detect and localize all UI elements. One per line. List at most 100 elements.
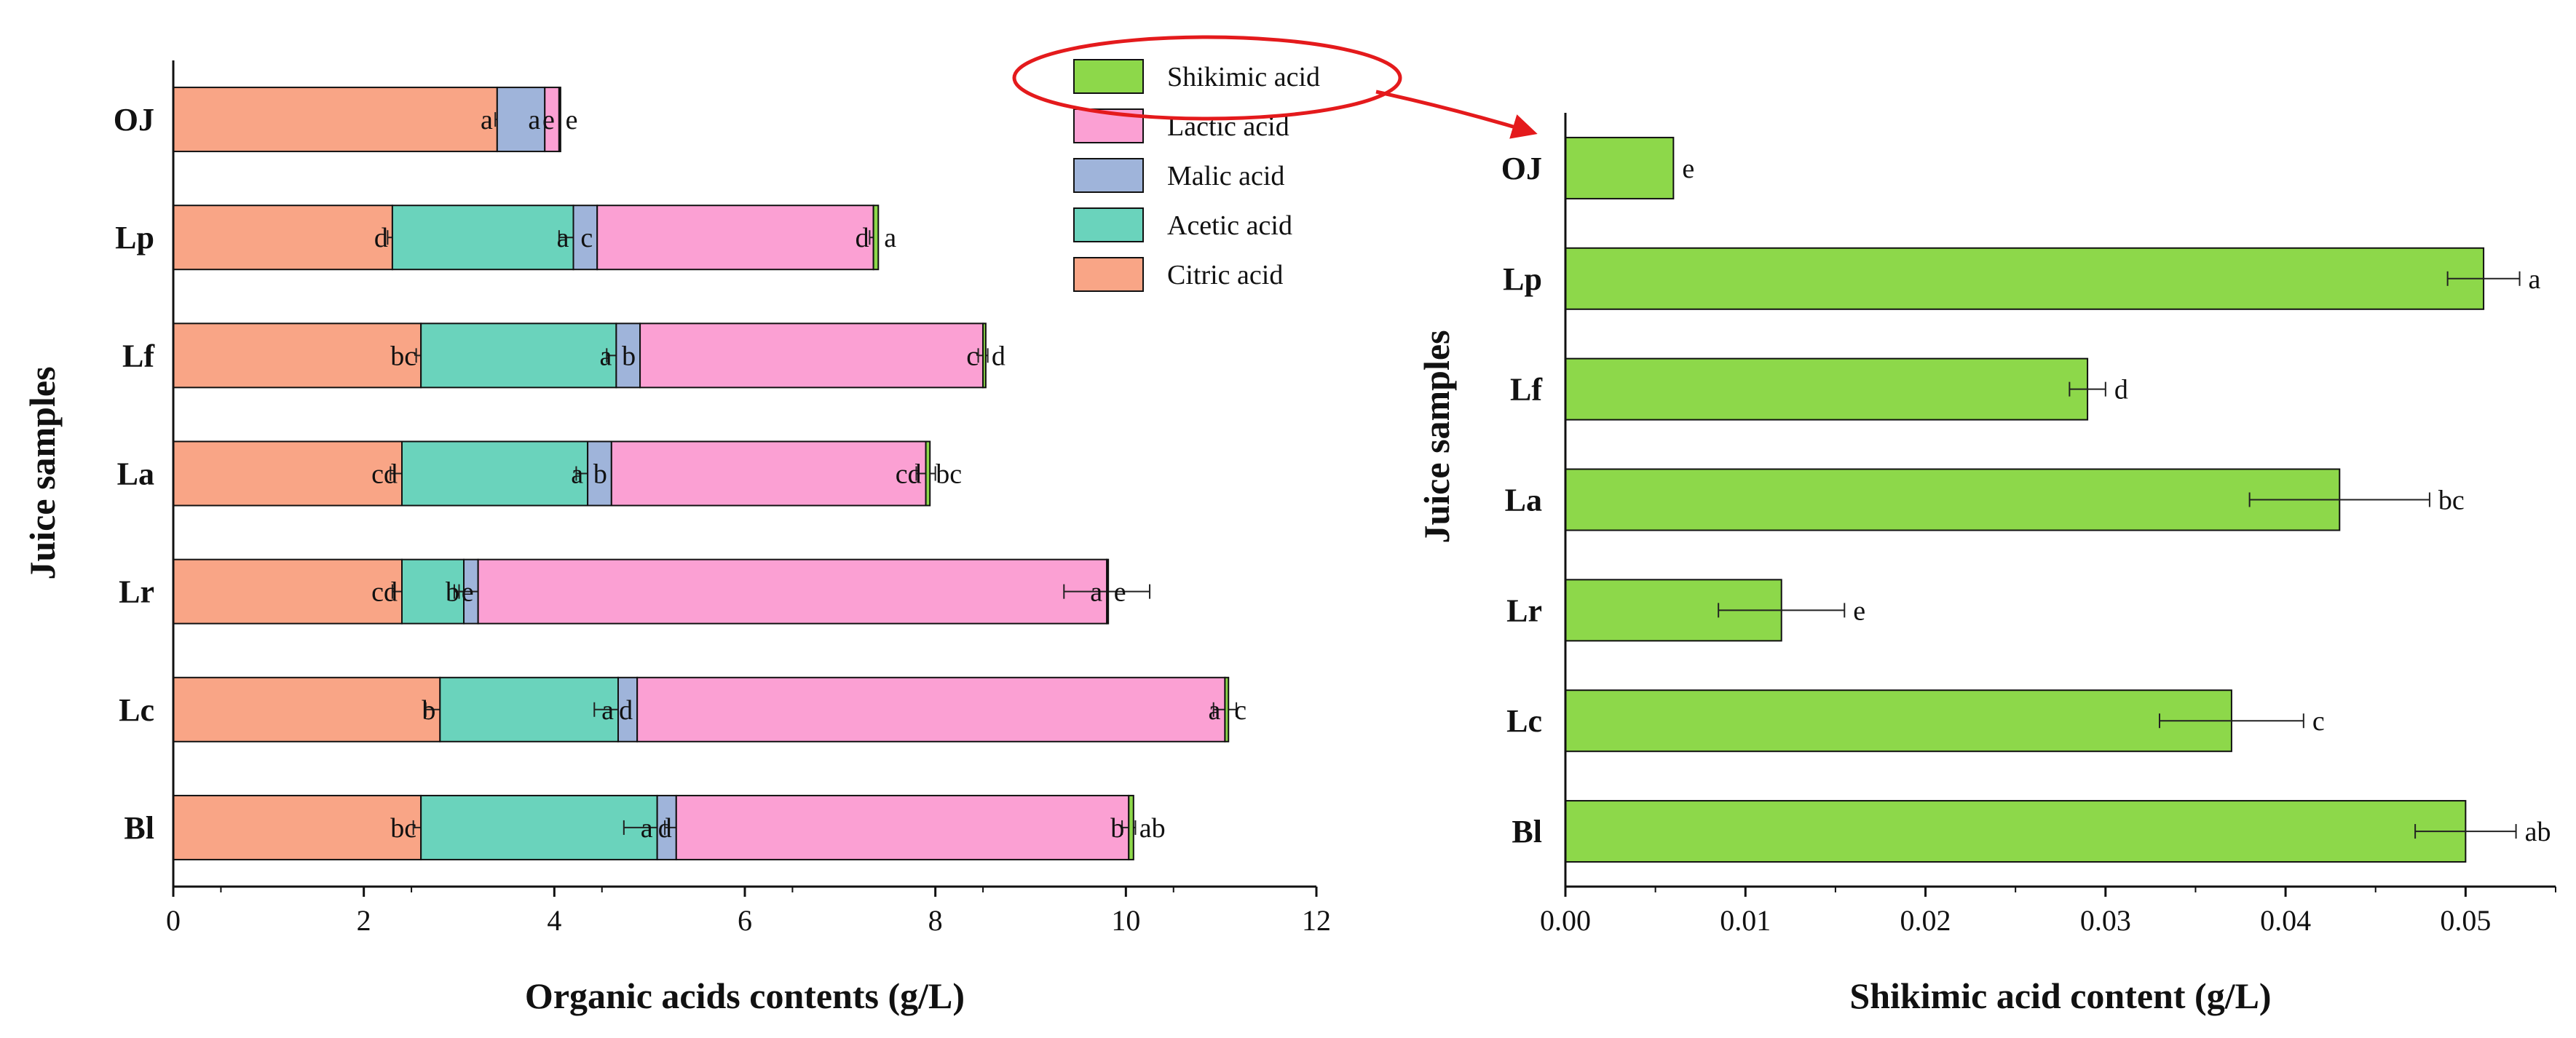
bar-segment-lactic-acid-Lc [636, 676, 1226, 742]
right-chart: e a d bc e c ab 0.00 0.01 0.02 0.03 0.04 0.05 OJ Lp L… [1416, 113, 2556, 1016]
right-bars [1565, 136, 2521, 863]
stacked-bar-La [173, 440, 936, 507]
significance-letter: d [992, 341, 1005, 371]
shikimic-bar-Lf [1565, 357, 2089, 421]
category-label-Bl: Bl [1512, 814, 1542, 849]
bar-segment-malic-acid-Lf [615, 322, 641, 389]
bar-segment-citric-acid-Lf [173, 322, 422, 389]
significance-letter-Lf: d [2114, 375, 2128, 405]
bar-segment-lactic-acid-La [610, 440, 927, 507]
stacked-bar-Lr [173, 558, 1151, 625]
category-label-Lc: Lc [119, 692, 154, 728]
bar-segment-acetic-acid-Lp [391, 205, 574, 271]
bar-segment-acetic-acid-Lc [439, 676, 619, 742]
significance-letter: c [1234, 695, 1246, 726]
bar-segment-lactic-acid-Lf [639, 322, 984, 389]
right-y-axis-title: Juice samples [1416, 330, 1457, 543]
bar-segment-lactic-acid-Bl [675, 794, 1130, 860]
significance-letter: a [481, 105, 493, 135]
significance-letter: d [374, 223, 388, 253]
category-label-Lp: Lp [115, 220, 154, 255]
significance-letter: ab [1139, 813, 1166, 844]
bar-segment-shikimic-acid-Bl [1128, 794, 1134, 860]
x-tick-label: 8 [928, 904, 943, 937]
bar-segment-shikimic-acid-Lc [1224, 676, 1230, 742]
bar-segment-citric-acid-Lr [173, 558, 403, 625]
x-tick-label: 2 [357, 904, 371, 937]
stacked-bar-Bl [173, 794, 1137, 860]
bar-segment-acetic-acid-Lr [401, 558, 465, 625]
legend-highlight-ellipse [1012, 35, 1402, 121]
bar-segment-shikimic-acid-La [925, 440, 931, 507]
bar-segment-shikimic-acid-Lp [872, 205, 880, 271]
left-category-labels: OJ Lp Lf La Lr Lc Bl [114, 102, 156, 846]
significance-letter: d [619, 695, 633, 726]
x-tick-label: 6 [738, 904, 752, 937]
legend-swatch-citric-acid [1073, 257, 1144, 292]
significance-letter: b [593, 459, 607, 490]
bar-segment-malic-acid-La [587, 440, 612, 507]
significance-letter-Lc: c [2312, 706, 2325, 737]
category-label-OJ: OJ [1501, 151, 1542, 186]
x-tick-label: 0.04 [2260, 904, 2311, 937]
significance-letter: bc [390, 341, 416, 371]
bar-segment-citric-acid-OJ [173, 87, 498, 153]
significance-letter-La: bc [2438, 486, 2465, 516]
category-label-La: La [117, 456, 154, 492]
left-x-ticks: 0 2 4 6 8 10 12 [166, 887, 1331, 937]
significance-letter: a [601, 695, 614, 726]
highlight-arrow [1375, 90, 1538, 139]
x-tick-label: 0.01 [1720, 904, 1771, 937]
bar-segment-acetic-acid-Lf [420, 322, 617, 389]
legend-label-malic-acid: Malic acid [1167, 161, 1284, 191]
x-tick-label: 0 [166, 904, 181, 937]
x-tick-label: 4 [547, 904, 561, 937]
significance-letter: e [542, 105, 555, 135]
x-tick-label: 0.03 [2080, 904, 2131, 937]
category-label-OJ: OJ [114, 102, 154, 138]
significance-letter: a [600, 341, 612, 371]
significance-letter: cd [896, 459, 922, 490]
bar-segment-lactic-acid-Lr [477, 558, 1108, 625]
significance-letter: c [580, 223, 593, 253]
significance-letter: b [446, 577, 459, 608]
bar-segment-citric-acid-La [173, 440, 403, 507]
bar-segment-citric-acid-Lp [173, 205, 393, 271]
right-category-labels: OJ Lp Lf La Lr Lc Bl [1501, 151, 1544, 849]
significance-letter: a [528, 105, 540, 135]
shikimic-bar-La [1565, 468, 2341, 531]
significance-letter: a [641, 813, 653, 844]
significance-letter-Lp: a [2529, 264, 2541, 295]
bar-segment-lactic-acid-Lp [596, 205, 874, 271]
significance-letter: cd [371, 577, 398, 608]
significance-letter: cd [371, 459, 398, 490]
shikimic-bar-Lp [1565, 247, 2485, 310]
significance-letter: b [422, 695, 435, 726]
category-label-Lr: Lr [1506, 593, 1542, 628]
stacked-bar-Lf [173, 322, 989, 389]
significance-letter: d [658, 813, 672, 844]
bar-segment-shikimic-acid-OJ [558, 87, 561, 153]
right-x-ticks: 0.00 0.01 0.02 0.03 0.04 0.05 [1540, 887, 2556, 937]
bar-segment-malic-acid-Lp [572, 205, 598, 271]
legend-swatch-acetic-acid [1073, 207, 1144, 242]
significance-letter: a [1090, 577, 1102, 608]
shikimic-bar-OJ [1565, 136, 1675, 199]
x-tick-label: 10 [1111, 904, 1140, 937]
x-tick-label: 12 [1302, 904, 1331, 937]
bar-segment-acetic-acid-La [401, 440, 589, 507]
category-label-Lf: Lf [1510, 372, 1543, 408]
legend-label-shikimic-acid: Shikimic acid [1167, 62, 1320, 92]
significance-letter: b [622, 341, 636, 371]
x-tick-label: 0.02 [1900, 904, 1951, 937]
bar-segment-citric-acid-Lc [173, 676, 441, 742]
significance-letter: a [1209, 695, 1221, 726]
legend-label-citric-acid: Citric acid [1167, 260, 1283, 290]
stacked-bar-Lp [173, 205, 880, 271]
legend-label-acetic-acid: Acetic acid [1167, 210, 1292, 241]
